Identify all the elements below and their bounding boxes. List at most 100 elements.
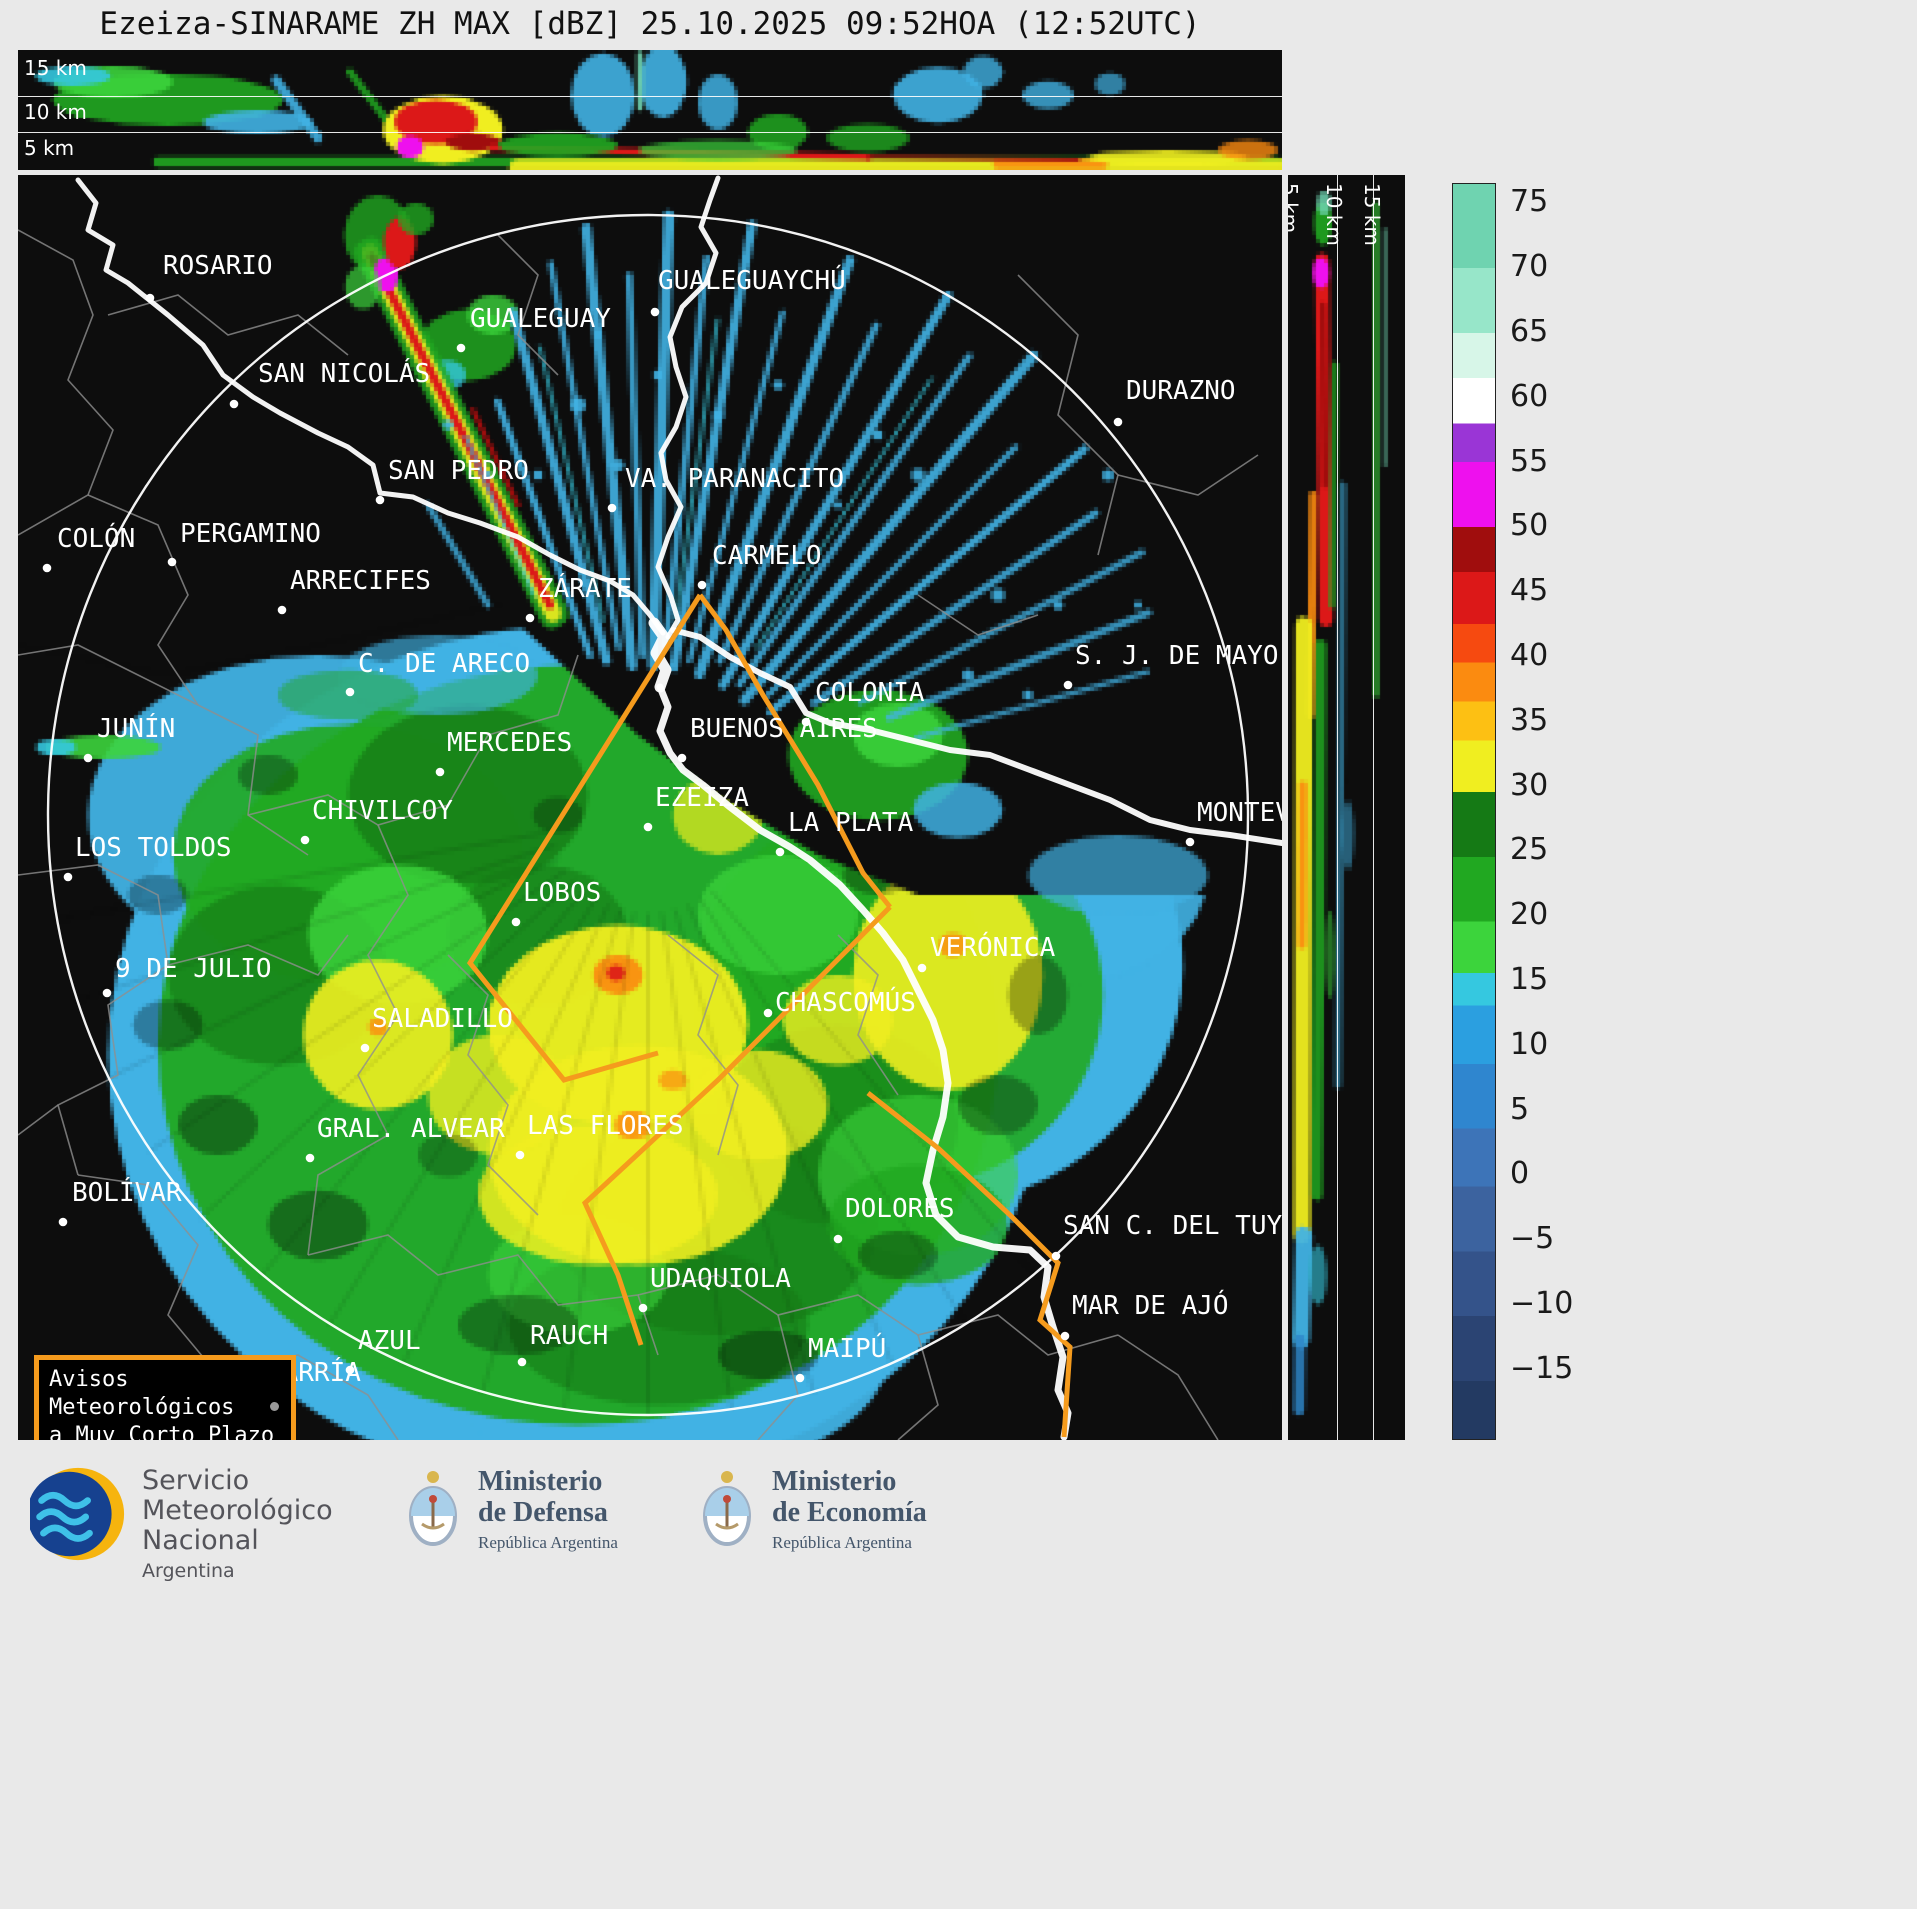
defensa-title-line2: de Defensa bbox=[478, 1497, 608, 1528]
province-boundary bbox=[897, 1334, 939, 1440]
city-label: MONTEVIDEO bbox=[1197, 798, 1282, 828]
province-boundary bbox=[447, 954, 539, 1216]
colorbar-tick: 40 bbox=[1510, 637, 1549, 673]
city-label: JUNÍN bbox=[97, 712, 175, 744]
smn-logo-icon bbox=[30, 1467, 125, 1561]
city-label: PERGAMINO bbox=[180, 519, 321, 549]
province-boundary bbox=[18, 644, 199, 706]
coat-of-arms-icon bbox=[409, 1471, 457, 1546]
city-dot bbox=[1185, 837, 1195, 847]
city-label: DOLORES bbox=[845, 1194, 955, 1224]
economia-logo: Ministerio de Economía República Argenti… bbox=[696, 1466, 927, 1553]
city-label: CARMELO bbox=[712, 541, 822, 571]
city-label: LOBOS bbox=[523, 878, 601, 908]
river-line bbox=[655, 175, 721, 640]
warning-polygon bbox=[466, 593, 703, 1083]
city-label: MERCEDES bbox=[447, 728, 572, 758]
city-label: MAR DE AJÓ bbox=[1072, 1289, 1229, 1321]
city-dot bbox=[795, 1373, 805, 1383]
province-boundary bbox=[18, 1104, 59, 1136]
city-dot bbox=[511, 917, 521, 927]
city-label: EZEIZA bbox=[655, 783, 749, 813]
city-dot bbox=[145, 293, 155, 303]
city-dot bbox=[360, 1043, 370, 1053]
city-dot bbox=[525, 613, 535, 623]
city-label: AZUL bbox=[358, 1326, 421, 1356]
city-label: 9 DE JULIO bbox=[115, 954, 272, 984]
smn-name-line2: Meteorológico bbox=[142, 1495, 333, 1526]
city-dot bbox=[345, 1365, 355, 1375]
defensa-title-line1: Ministerio bbox=[478, 1466, 603, 1497]
province-boundary bbox=[447, 654, 579, 806]
reflectivity-colorbar: 75 70 65 60 55 50 45 40 35 30 25 20 15 10 5 0 −5 −10 −15 bbox=[1452, 183, 1602, 1440]
altitude-gridline bbox=[1373, 175, 1374, 1440]
river-line bbox=[670, 627, 1282, 846]
city-dot bbox=[229, 399, 239, 409]
warning-polygon bbox=[866, 1091, 1073, 1438]
city-label: GUALEGUAYCHÚ bbox=[658, 264, 846, 296]
city-dot bbox=[917, 963, 927, 973]
city-dot bbox=[607, 503, 617, 513]
right-cross-section-echo-canvas bbox=[1288, 175, 1405, 1440]
city-label: SAN C. DEL TUYÚ bbox=[1063, 1209, 1282, 1241]
economia-title-line2: de Economía bbox=[772, 1497, 927, 1528]
altitude-label: 5 km bbox=[24, 136, 75, 160]
altitude-label: 15 km bbox=[24, 56, 87, 80]
city-dot bbox=[167, 557, 177, 567]
province-boundary bbox=[1117, 1334, 1219, 1440]
province-boundary bbox=[497, 234, 559, 376]
city-dot bbox=[345, 687, 355, 697]
warning-polygon bbox=[581, 905, 892, 1346]
colorbar-tick: 15 bbox=[1510, 961, 1549, 997]
city-dot bbox=[456, 343, 466, 353]
province-boundary bbox=[167, 934, 349, 976]
colorbar-tick: 0 bbox=[1510, 1156, 1530, 1192]
coat-of-arms-icon bbox=[703, 1471, 751, 1546]
city-label: LA PLATA bbox=[788, 808, 914, 838]
colorbar-tick: −5 bbox=[1510, 1221, 1555, 1257]
city-dot bbox=[277, 605, 287, 615]
colorbar-tick: 10 bbox=[1510, 1026, 1549, 1062]
city-label: LOS TOLDOS bbox=[75, 833, 232, 863]
city-label: SAN PEDRO bbox=[388, 456, 529, 486]
city-dot bbox=[833, 1234, 843, 1244]
city-dot bbox=[515, 1150, 525, 1160]
city-dot bbox=[1063, 680, 1073, 690]
right-cross-section-panel: 5 km 10 km 15 km bbox=[1288, 175, 1405, 1440]
altitude-gridline bbox=[1337, 175, 1338, 1440]
city-dot bbox=[775, 847, 785, 857]
map-overlay: ROSARIO GUALEGUAYCHÚ GUALEGUAY SAN NICOLÁS D… bbox=[18, 175, 1282, 1440]
colorbar-tick: −15 bbox=[1510, 1350, 1574, 1386]
altitude-gridline bbox=[18, 96, 1282, 97]
province-boundary bbox=[1117, 454, 1259, 496]
province-boundary bbox=[917, 594, 1039, 636]
colorbar-tick: 50 bbox=[1510, 508, 1549, 544]
city-label: GRAL. ALVEAR bbox=[317, 1114, 505, 1144]
main-radar-panel: ROSARIO GUALEGUAYCHÚ GUALEGUAY SAN NICOLÁS D… bbox=[18, 175, 1282, 1440]
city-label: BUENOS AIRES bbox=[690, 714, 878, 744]
defensa-logo: Ministerio de Defensa República Argentin… bbox=[402, 1466, 618, 1553]
altitude-label: 15 km bbox=[1360, 183, 1384, 246]
colorbar-tick: 65 bbox=[1510, 314, 1549, 350]
range-circle bbox=[46, 213, 1250, 1417]
province-boundary bbox=[307, 1134, 389, 1256]
city-dot bbox=[763, 1008, 773, 1018]
province-boundary bbox=[357, 824, 409, 1136]
city-dot bbox=[435, 767, 445, 777]
city-label: COLONIA bbox=[815, 678, 925, 708]
warning-legend-box: Avisos Meteorológicos a Muy Corto Plazo bbox=[34, 1355, 296, 1440]
city-label: SALADILLO bbox=[372, 1004, 513, 1034]
province-boundary bbox=[247, 794, 449, 826]
colorbar-tick: 60 bbox=[1510, 378, 1549, 414]
city-dot bbox=[102, 988, 112, 998]
river-line bbox=[75, 177, 666, 636]
city-dot bbox=[83, 753, 93, 763]
colorbar-tick: 75 bbox=[1510, 184, 1549, 220]
top-cross-section-echo-canvas bbox=[18, 50, 1282, 170]
warning-legend-line1: Avisos Meteorológicos bbox=[49, 1367, 235, 1420]
city-label: S. J. DE MAYO bbox=[1075, 641, 1279, 671]
city-dot bbox=[677, 753, 687, 763]
city-dot bbox=[375, 495, 385, 505]
colorbar-tick: 30 bbox=[1510, 767, 1549, 803]
city-dot bbox=[305, 1153, 315, 1163]
